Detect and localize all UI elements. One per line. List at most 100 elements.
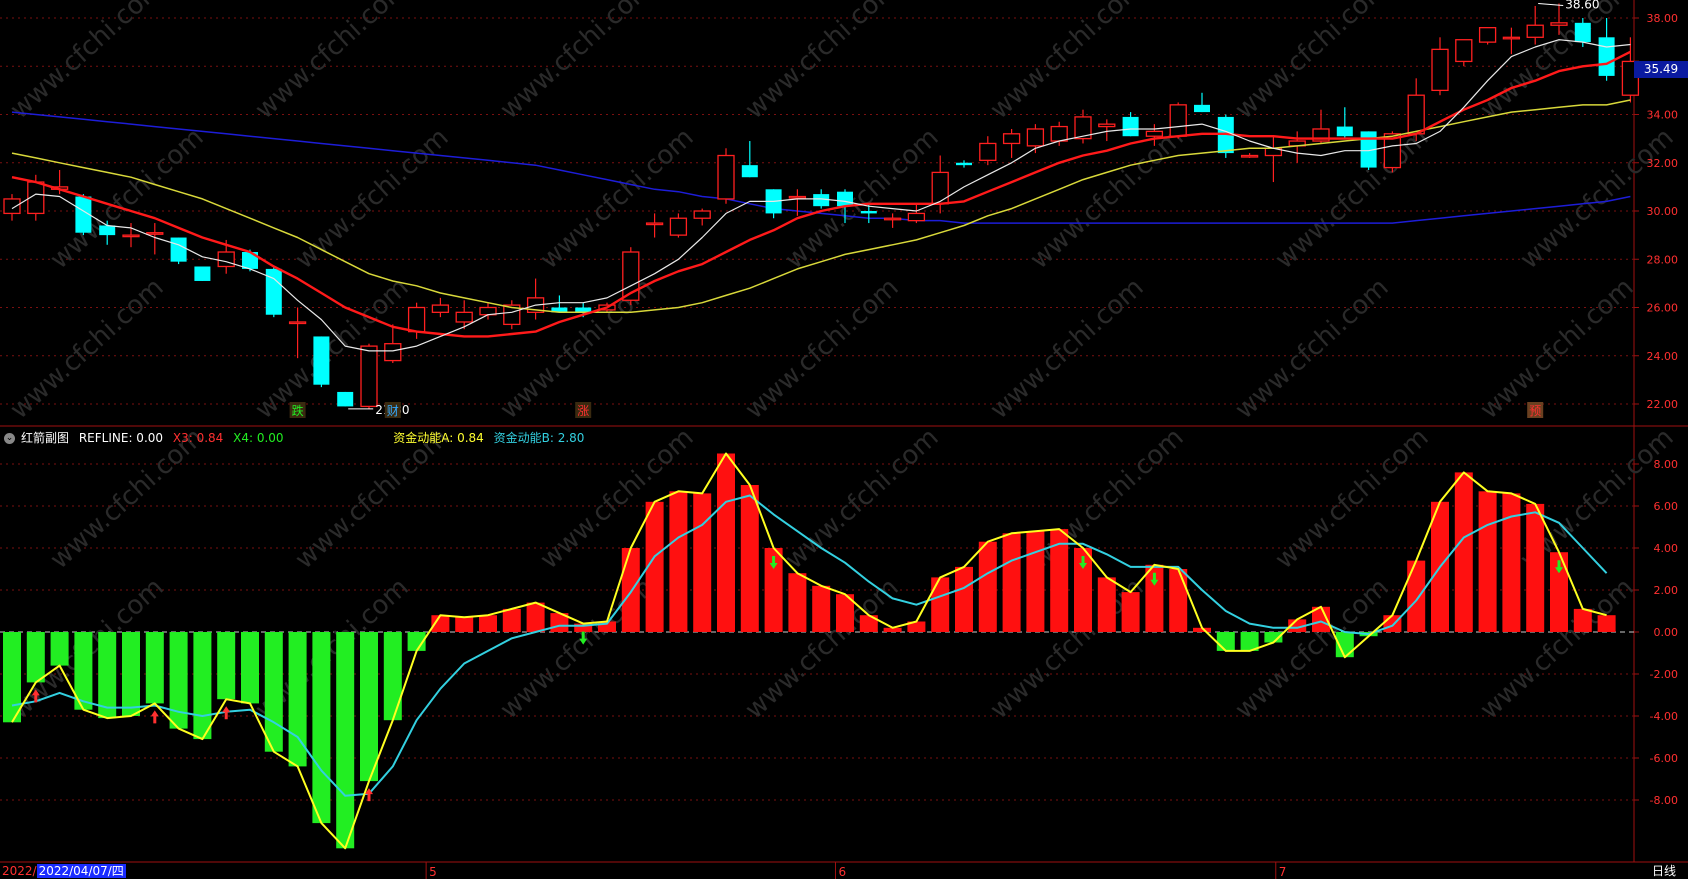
candle-body-down: [956, 162, 972, 166]
indicator-bar-positive: [883, 627, 902, 632]
candle: [1240, 153, 1259, 158]
watermark-text: www.cfchi.com: [1025, 122, 1190, 275]
candle: [551, 295, 568, 313]
watermark-text: www.cfchi.com: [1230, 0, 1395, 125]
candle: [645, 213, 664, 238]
candle: [407, 302, 426, 339]
down-arrow-icon: [1079, 556, 1087, 569]
candle: [956, 160, 972, 168]
watermark-text: www.cfchi.com: [535, 122, 700, 275]
candle-body-up: [146, 232, 164, 235]
indicator-bar-positive: [1526, 503, 1545, 632]
indicator-bar-negative: [217, 632, 236, 700]
candle-body-down: [1194, 104, 1210, 113]
watermark-text: www.cfchi.com: [495, 0, 660, 125]
indicator-bar-positive: [621, 548, 640, 632]
candle-body-down: [837, 191, 853, 207]
candle: [979, 136, 997, 166]
candle: [99, 220, 116, 245]
month-label: 5: [429, 865, 437, 879]
watermark-text: www.cfchi.com: [5, 0, 170, 125]
candle: [717, 148, 735, 204]
indicator-bar-negative: [383, 632, 402, 721]
indicator-bar-positive: [1454, 472, 1473, 632]
candle: [170, 237, 187, 265]
candle: [1336, 107, 1353, 139]
indicator-tick-label: -4.00: [1650, 710, 1678, 723]
candle: [526, 278, 545, 320]
indicator-bar-positive: [812, 585, 831, 632]
candle: [907, 203, 926, 224]
up-arrow-icon: [222, 706, 231, 720]
indicator-bar-positive: [1026, 531, 1045, 632]
up-arrow-icon: [31, 689, 40, 703]
candle: [1550, 3, 1568, 35]
candle-body-down: [194, 266, 211, 281]
candle-body-up: [503, 304, 521, 326]
candle-body-up: [407, 306, 426, 333]
indicator-bar-negative: [3, 632, 21, 723]
candle: [146, 223, 164, 255]
candle-body-up: [288, 321, 307, 325]
candle: [431, 297, 450, 318]
candle-body-up: [3, 198, 21, 215]
watermark-text: www.cfchi.com: [740, 272, 905, 425]
indicator-bar-negative: [50, 632, 69, 666]
indicator-bar-positive: [1407, 560, 1426, 632]
indicator-bar-positive: [955, 566, 973, 632]
chevron-down-icon[interactable]: ⌄: [4, 433, 15, 444]
watermark-text: www.cfchi.com: [1475, 0, 1640, 125]
candle: [1194, 92, 1210, 113]
indicator-bar-positive: [1121, 592, 1140, 632]
candle-body-down: [99, 225, 116, 236]
indicator-bar-positive: [836, 594, 854, 632]
down-arrow-icon: [579, 631, 588, 645]
indicator-bar-positive: [859, 615, 878, 632]
indicator-bar-positive: [1597, 615, 1616, 632]
current-price-tag: 35.49: [1634, 61, 1688, 78]
up-arrow-icon: [150, 710, 159, 724]
candle-body-up: [1240, 154, 1259, 158]
indicator-bar-negative: [1264, 632, 1283, 643]
indicator-bar-positive: [598, 621, 616, 632]
candle: [741, 141, 758, 178]
indicator-bar-positive: [669, 491, 688, 632]
down-arrow-icon: [1555, 560, 1563, 574]
watermark-text: www.cfchi.com: [1025, 422, 1190, 575]
event-marker: 财: [387, 404, 399, 418]
indicator-bar-negative: [145, 632, 164, 704]
indicator-bar-positive: [1502, 493, 1521, 632]
watermark-text: www.cfchi.com: [250, 0, 415, 125]
indicator-bar-positive: [526, 602, 545, 632]
cursor-date: 2022/2022/04/07/四: [2, 864, 126, 879]
timeframe-label[interactable]: 日线: [1651, 864, 1676, 878]
price-tick-label: 22.00: [1647, 398, 1679, 411]
candle-body-up: [717, 154, 735, 200]
candle-body-up: [1478, 26, 1497, 43]
indicator-bar-negative: [122, 632, 140, 716]
watermark-text: www.cfchi.com: [5, 272, 170, 425]
ma10-line: [11, 50, 1631, 338]
month-label: 7: [1279, 865, 1287, 879]
indicator-bar-positive: [1193, 627, 1211, 632]
candle-body-down: [1336, 126, 1353, 137]
candle: [1074, 109, 1092, 144]
indicator-bar-positive: [1478, 491, 1497, 632]
price-tick-label: 38.00: [1647, 12, 1679, 25]
indicator-bar-negative: [264, 632, 283, 752]
candle: [1169, 102, 1187, 139]
momentum-a-line: [11, 452, 1607, 850]
indicator-bar-positive: [931, 577, 950, 632]
momentum-a-value: 资金动能A: 0.84: [393, 431, 484, 445]
indicator-name[interactable]: 红箭副图: [21, 431, 70, 445]
indicator-tick-label: 2.00: [1654, 584, 1679, 597]
watermark-text: www.cfchi.com: [985, 0, 1150, 125]
candle: [1098, 119, 1116, 142]
candle-body-down: [75, 196, 92, 233]
month-label: 6: [838, 865, 846, 879]
indicator-bar-negative: [1240, 632, 1259, 651]
indicator-tick-label: -6.00: [1650, 752, 1678, 765]
candle: [1431, 37, 1449, 96]
